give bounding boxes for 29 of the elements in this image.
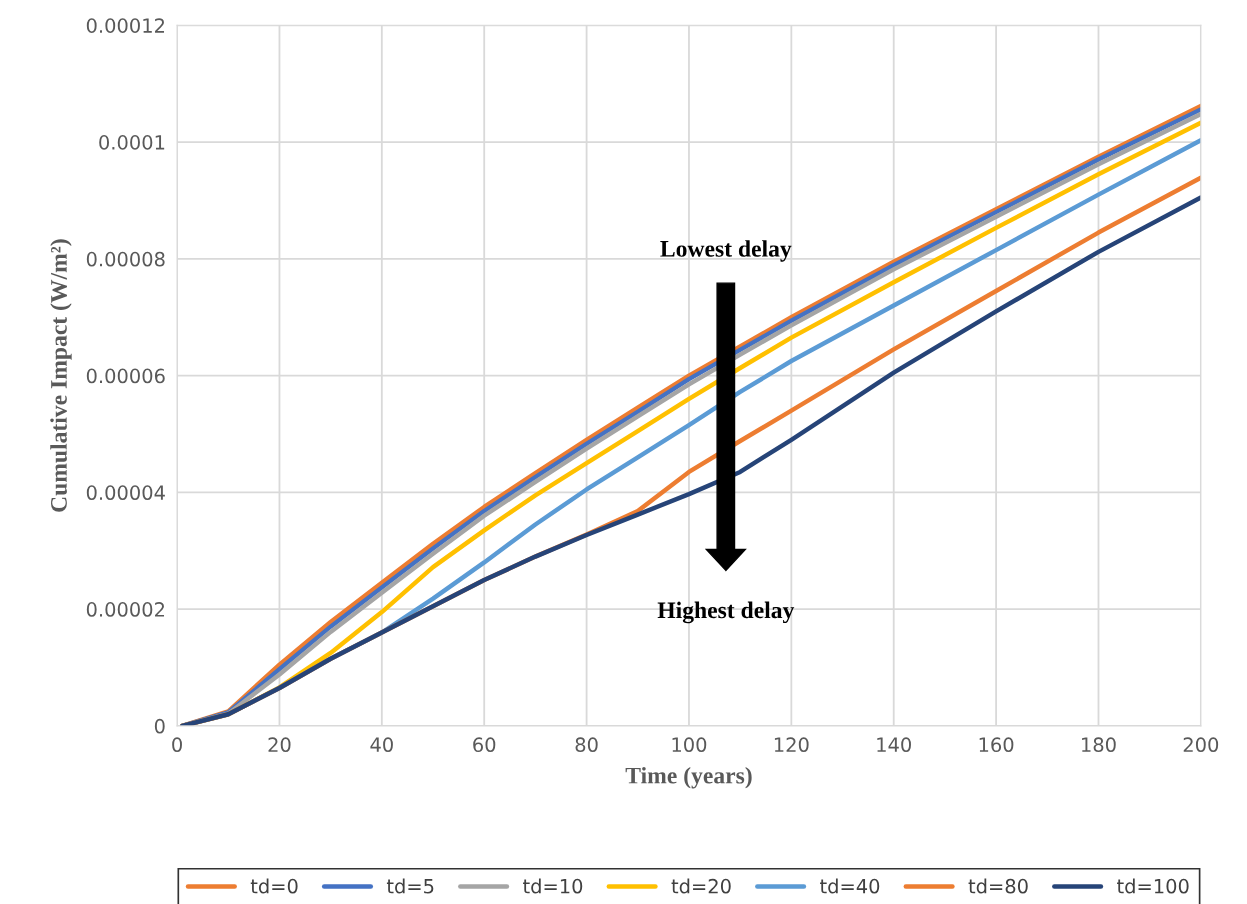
legend-label: td=0 <box>250 878 298 894</box>
y-tick-label: 0.00002 <box>86 602 165 617</box>
legend-label: td=20 <box>671 878 731 894</box>
y-tick-label: 0.00012 <box>86 18 165 33</box>
annotation: Lowest delay <box>660 240 792 262</box>
y-tick-label: 0.00004 <box>86 485 165 501</box>
x-tick-label: 20 <box>268 737 291 753</box>
x-tick-label: 120 <box>774 737 809 753</box>
x-tick-label: 140 <box>877 737 911 753</box>
legend-label: td=10 <box>523 878 583 894</box>
y-tick-label: 0.00006 <box>86 368 165 384</box>
x-tick-label: 80 <box>575 737 598 753</box>
y-tick-label: 0 <box>154 718 165 734</box>
y-axis-title: Cumulative Impact (W/m²) <box>50 239 72 512</box>
x-tick-label: 200 <box>1183 737 1219 753</box>
legend-label: td=100 <box>1117 878 1189 894</box>
legend-label: td=40 <box>820 878 880 894</box>
legend-label: td=80 <box>968 878 1028 894</box>
x-tick-label: 0 <box>172 737 182 753</box>
y-tick-label: 0.00008 <box>86 251 165 267</box>
legend-label: td=5 <box>386 878 434 894</box>
x-tick-label: 180 <box>1082 737 1116 753</box>
x-tick-label: 160 <box>979 737 1014 753</box>
annotation: Highest delay <box>657 601 795 624</box>
x-tick-label: 60 <box>473 737 496 753</box>
y-tick-label: 0.0001 <box>99 135 165 150</box>
x-tick-label: 100 <box>672 737 707 753</box>
x-axis-title: Time (years) <box>625 766 752 789</box>
x-tick-label: 40 <box>370 737 393 753</box>
